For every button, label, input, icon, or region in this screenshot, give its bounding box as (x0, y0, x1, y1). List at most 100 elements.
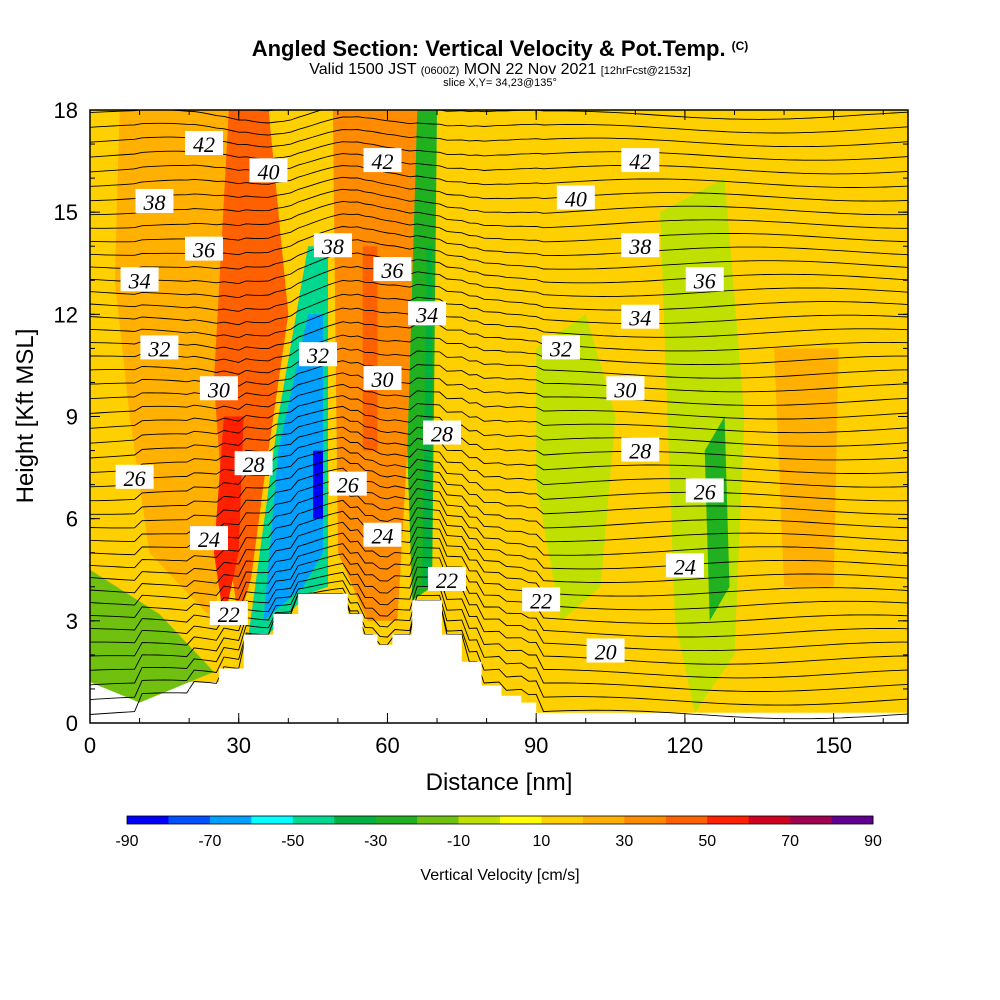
contour-label-text: 34 (628, 306, 651, 331)
colorbar-swatch (209, 816, 252, 824)
contour-label-box (249, 158, 288, 183)
valid-date: MON 22 Nov 2021 (463, 61, 597, 78)
contour-label-box (363, 148, 402, 173)
colorbar-swatch (624, 816, 667, 824)
isentrope-line (90, 587, 908, 692)
isentrope-line (90, 252, 908, 285)
isentrope-line (90, 176, 908, 202)
contour-label: 30 (606, 376, 645, 402)
isentrope-line (90, 266, 908, 299)
contour-label-box (299, 342, 338, 367)
contour-label-text: 22 (218, 602, 240, 627)
isentrope-line (90, 478, 908, 543)
isentrope-line (90, 447, 908, 502)
contour-label: 26 (685, 478, 724, 504)
contour-label: 40 (556, 185, 595, 212)
colorbar-label: Vertical Velocity [cm/s] (420, 867, 579, 884)
contour-label-box (541, 335, 580, 360)
isentrope-line (90, 426, 908, 474)
contour-label-box (665, 553, 704, 578)
y-tick-label: 12 (54, 302, 78, 327)
contour-label-box (199, 376, 238, 401)
contour-label-box (621, 437, 660, 462)
contour-label-box (185, 131, 224, 156)
isentrope-line (90, 383, 908, 420)
contour-label-text: 30 (370, 367, 393, 392)
colorbar-swatch (831, 816, 874, 824)
contour-label: 38 (621, 233, 660, 259)
y-tick-label: 3 (66, 609, 78, 634)
velocity-region-8 (263, 314, 323, 621)
colorbar-swatch (375, 816, 418, 824)
colorbar-swatch (168, 816, 211, 824)
colorbar-swatch (665, 816, 708, 824)
contour-label-box (115, 464, 154, 489)
colorbar-swatch (334, 816, 377, 824)
isentrope-line (90, 334, 908, 366)
colorbar-swatch (458, 816, 501, 824)
contour-label: 28 (621, 437, 660, 464)
x-tick-label: 150 (815, 733, 852, 758)
contour-label-box (234, 451, 273, 476)
colorbar-frame (126, 815, 874, 825)
isentrope-line (254, 110, 279, 112)
colorbar-swatch (500, 816, 542, 824)
contour-label-text: 22 (436, 568, 458, 593)
contour-label-box (556, 185, 595, 210)
contour-label-text: 26 (694, 479, 716, 504)
isentrope-line (90, 129, 908, 148)
isentrope-line (90, 436, 908, 488)
contour-label-box (586, 638, 625, 663)
colorbar-swatch (292, 816, 335, 824)
colorbar-tick-label: -10 (447, 833, 470, 850)
contour-label-box (363, 522, 402, 547)
velocity-region-18 (774, 348, 839, 587)
isentrope-line (90, 405, 908, 447)
x-tick-label: 120 (667, 733, 704, 758)
contour-label-box (422, 420, 461, 445)
isentrope-line (90, 543, 908, 624)
contour-label-text: 34 (415, 302, 438, 327)
contour-label-text: 24 (674, 554, 696, 579)
isentrope-line (90, 200, 908, 229)
contour-label-box (373, 257, 412, 282)
isentrope-line (90, 347, 908, 379)
colorbar-swatch (127, 816, 169, 824)
contour-label-text: 20 (595, 639, 617, 664)
contour-label-box (621, 148, 660, 173)
isentrope-line (90, 213, 908, 243)
contour-label-text: 42 (193, 132, 215, 157)
y-tick-label: 6 (66, 507, 78, 532)
velocity-region-11 (362, 246, 378, 451)
contour-label-box (120, 267, 159, 292)
isentrope-line (90, 293, 908, 326)
contour-label: 22 (209, 601, 248, 627)
contour-label-box (685, 478, 724, 503)
contour-label-text: 30 (613, 377, 636, 402)
contour-label: 28 (234, 451, 273, 477)
contour-label-text: 28 (243, 452, 265, 477)
colorbar-tick-label: -30 (364, 833, 387, 850)
contour-label: 36 (685, 267, 724, 293)
contour-label-text: 28 (629, 439, 651, 464)
colorbar-tick-label: 50 (698, 833, 716, 850)
isentrope-line (90, 226, 908, 257)
colorbar-tick-label: -50 (281, 833, 304, 850)
theta-contour-layer (90, 110, 908, 720)
isentrope-line (90, 141, 908, 161)
contour-label-text: 32 (147, 336, 170, 361)
x-tick-label: 30 (226, 733, 250, 758)
contour-label: 32 (140, 335, 179, 361)
contour-label: 42 (621, 148, 660, 174)
contour-label-box (135, 188, 174, 213)
contour-label-text: 38 (142, 190, 165, 215)
contour-label: 22 (427, 566, 466, 593)
isentrope-line (90, 239, 908, 270)
contour-label: 20 (586, 638, 625, 664)
contour-label: 24 (665, 553, 704, 579)
velocity-region-14 (437, 110, 512, 587)
colorbar-swatch (748, 816, 791, 824)
isentrope-line (90, 593, 908, 720)
contour-label: 38 (313, 233, 352, 259)
